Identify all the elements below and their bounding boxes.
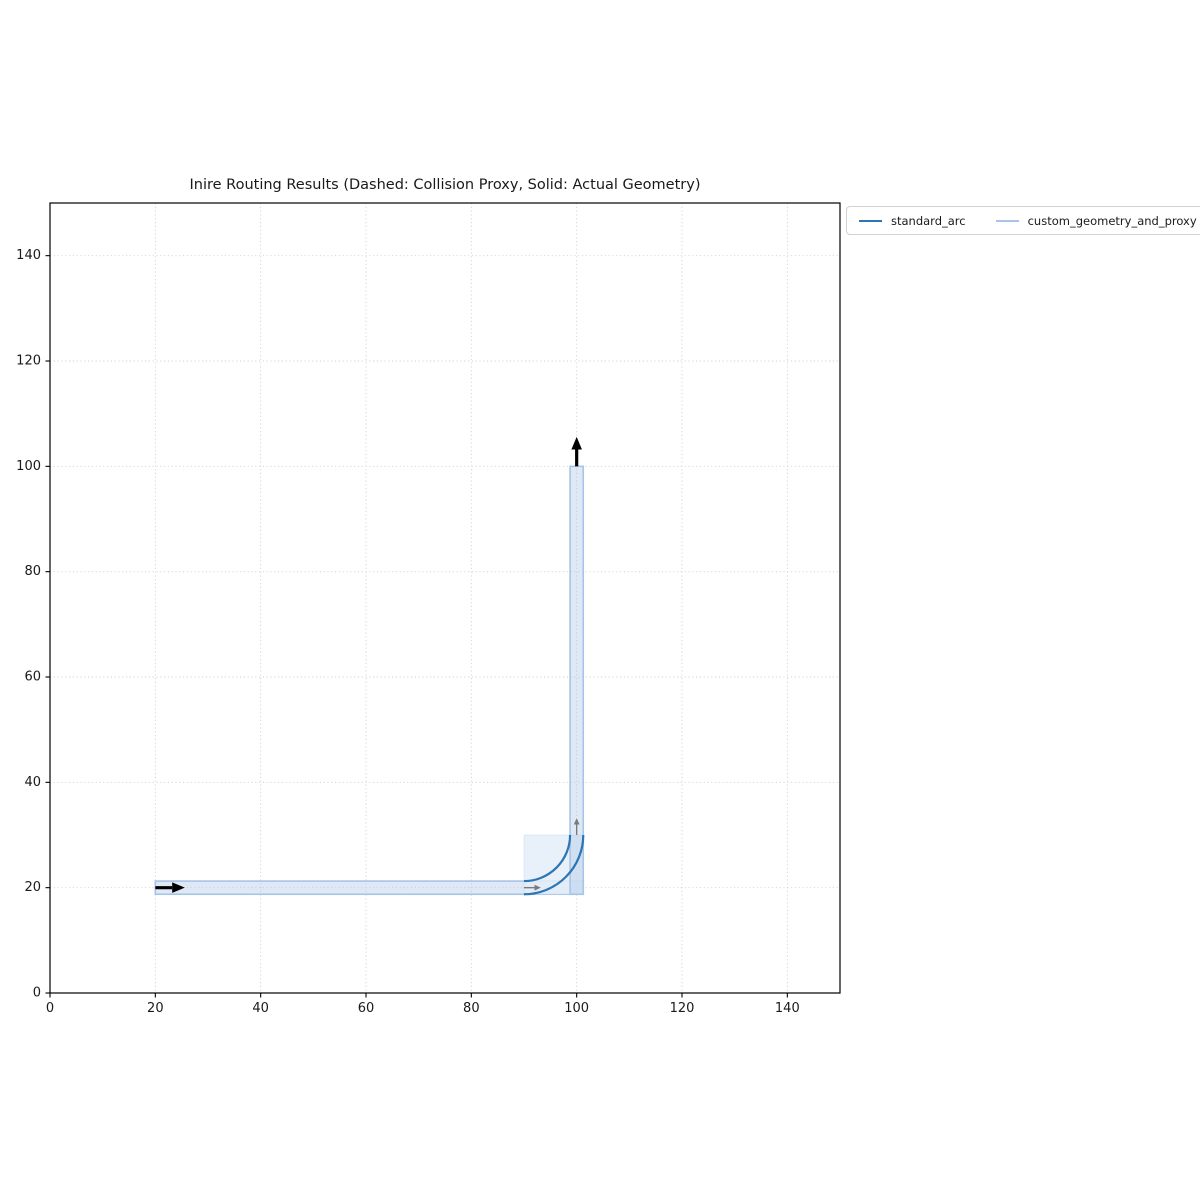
legend-item-custom_geometry_and_proxy: custom_geometry_and_proxy: [995, 213, 1197, 228]
y-tick-label: 40: [24, 775, 41, 790]
axes-frame: [49, 202, 841, 994]
x-tick-label: 120: [670, 1001, 695, 1016]
legend-line-swatch: [859, 219, 882, 222]
x-tick-label: 80: [463, 1001, 480, 1016]
segment-direction-arrow-0-head: [534, 884, 541, 891]
legend-line-swatch: [995, 219, 1019, 222]
y-tick-label: 0: [33, 986, 41, 1001]
legend-item-standard_arc: standard_arc: [859, 214, 966, 228]
y-tick-label: 120: [16, 354, 41, 369]
y-tick-label: 140: [16, 248, 41, 263]
x-tick-label: 60: [358, 1001, 375, 1016]
legend-box: standard_arc custom_geometry_and_proxy: [846, 206, 1200, 235]
collision-proxy-region: [523, 834, 584, 895]
chart-title: Inire Routing Results (Dashed: Collision…: [189, 177, 701, 193]
x-tick-label: 140: [775, 1001, 800, 1016]
x-tick-label: 40: [252, 1001, 269, 1016]
y-tick-label: 80: [24, 564, 41, 579]
route-band-horizontal: [154, 880, 585, 896]
route-start-arrow-head: [172, 882, 185, 893]
segment-direction-arrow-1-head: [573, 818, 580, 825]
standard-arc-outer-edge: [523, 834, 585, 896]
standard-arc-inner-edge: [523, 834, 572, 883]
legend-label: standard_arc: [891, 213, 966, 228]
route-end-arrow-head: [571, 436, 582, 450]
legend-label: custom_geometry_and_proxy: [1027, 213, 1197, 228]
x-tick-label: 0: [46, 1001, 54, 1016]
x-tick-label: 20: [147, 1001, 164, 1016]
x-tick-label: 100: [564, 1001, 589, 1016]
y-tick-label: 60: [24, 670, 41, 685]
y-tick-label: 100: [16, 459, 41, 474]
y-tick-label: 20: [24, 880, 41, 895]
